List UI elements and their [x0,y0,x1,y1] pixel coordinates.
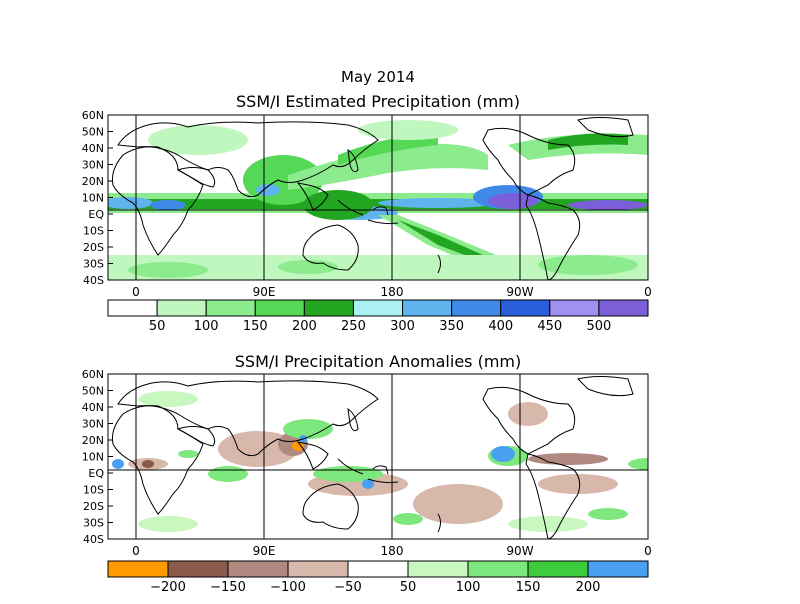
colorbar-swatch [500,299,551,317]
colorbar-label: 50 [149,319,166,334]
lat-label: 10S [83,484,104,497]
colorbar-swatch [287,560,349,578]
colorbar-swatch [352,299,404,317]
bottom-anomaly-map: 60N 50N 40N 30N 20N 10N EQ 10S 20S 30S 40S 0 90E 180… [82,368,652,595]
lat-label: 10S [83,225,104,238]
top-lat-axis: 60N 50N 40N 30N 20N 10N EQ 10S 20S 30S 40S [82,109,113,287]
lon-label: 90E [253,544,276,558]
colorbar-label: 200 [292,319,317,334]
colorbar-label: −150 [210,580,246,595]
colorbar-swatch [107,299,158,317]
lat-label: 20S [83,241,104,254]
colorbar-label: 150 [516,580,541,595]
colorbar-label: 200 [576,580,601,595]
colorbar-swatch [407,560,469,578]
lat-label: EQ [88,467,104,480]
colorbar-swatch [527,560,589,578]
lat-label: 60N [82,368,104,381]
lat-label: 20N [82,175,104,188]
top-lon-axis: 0 90E 180 90W 0 [132,275,652,299]
lat-label: 30N [82,159,104,172]
lat-label: 10N [82,192,104,205]
top-precip-map: 60N 50N 40N 30N 20N 10N EQ 10S 20S 30S 40S 0 90E 180… [82,109,652,334]
colorbar-swatch [347,560,409,578]
lat-label: 40N [82,142,104,155]
lat-label: 20S [83,500,104,513]
lat-label: 60N [82,109,104,122]
lat-label: EQ [88,208,104,221]
colorbar-label: 150 [243,319,268,334]
colorbar-label: 100 [456,580,481,595]
lat-label: 40N [82,401,104,414]
lon-label: 90W [506,285,533,299]
lon-label: 0 [644,544,652,558]
bottom-colorbar: −200 −150 −100 −50 50 100 150 200 [107,560,649,595]
colorbar-swatch [254,299,305,317]
lon-label: 0 [644,285,652,299]
colorbar-label: 250 [341,319,366,334]
colorbar-swatch [156,299,207,317]
colorbar-label: −200 [150,580,186,595]
colorbar-label: 400 [488,319,513,334]
colorbar-swatch [303,299,354,317]
colorbar-swatch [167,560,229,578]
lat-label: 50N [82,126,104,139]
colorbar-label: 500 [586,319,611,334]
lat-label: 30N [82,418,104,431]
colorbar-swatch [598,299,649,317]
top-map-title: SSM/I Estimated Precipitation (mm) [236,92,520,111]
colorbar-swatch [402,299,453,317]
colorbar-swatch [107,560,169,578]
colorbar-label: 450 [537,319,562,334]
colorbar-label: −50 [334,580,361,595]
lat-label: 30S [83,258,104,271]
colorbar-label: 300 [390,319,415,334]
lat-label: 30S [83,517,104,530]
top-precip-field [108,120,648,280]
bottom-coastlines [112,376,634,539]
lon-label: 180 [381,544,404,558]
lon-label: 0 [132,544,140,558]
colorbar-swatch [587,560,649,578]
lon-label: 90E [253,285,276,299]
bottom-lat-axis: 60N 50N 40N 30N 20N 10N EQ 10S 20S 30S 40S [82,368,113,546]
bottom-anomaly-field [112,391,648,532]
lon-label: 180 [381,285,404,299]
lat-label: 20N [82,434,104,447]
bottom-lon-axis: 0 90E 180 90W 0 [132,534,652,558]
colorbar-label: 50 [400,580,417,595]
colorbar-swatch [549,299,600,317]
figure-date: May 2014 [341,68,415,86]
bottom-map-title: SSM/I Precipitation Anomalies (mm) [235,352,521,371]
colorbar-swatch [451,299,502,317]
colorbar-label: 100 [194,319,219,334]
lon-label: 0 [132,285,140,299]
lat-label: 40S [83,533,104,546]
colorbar-label: 350 [439,319,464,334]
bottom-grid-lines [108,374,648,539]
top-grid-lines [108,115,648,280]
lat-label: 50N [82,385,104,398]
lat-label: 40S [83,274,104,287]
colorbar-label: −100 [270,580,306,595]
colorbar-swatch [205,299,256,317]
lon-label: 90W [506,544,533,558]
top-coastlines [112,117,634,280]
colorbar-swatch [467,560,529,578]
colorbar-swatch [227,560,289,578]
lat-label: 10N [82,451,104,464]
top-colorbar: 50 100 150 200 250 300 350 400 450 500 [107,299,649,334]
